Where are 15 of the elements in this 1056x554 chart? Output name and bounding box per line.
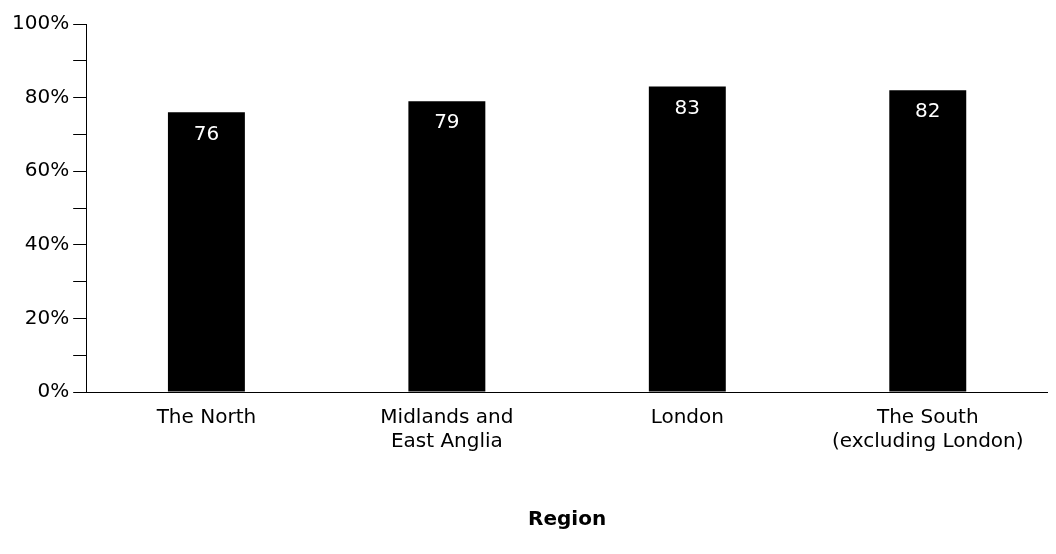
y-tick-label: 100%	[11, 10, 70, 35]
x-tick-label: Midlands and East Anglia	[380, 404, 514, 453]
data-label: 76	[193, 120, 220, 145]
x-tick-label: London	[650, 404, 724, 429]
y-tick-label: 60%	[24, 157, 70, 182]
y-tick-label: 20%	[24, 304, 70, 329]
y-tick-label: 80%	[24, 83, 70, 108]
data-label: 83	[674, 94, 701, 119]
x-axis-title: Region	[528, 506, 607, 531]
y-tick-label: 40%	[24, 231, 70, 255]
x-tick-label: The North	[155, 404, 257, 429]
data-label: 79	[434, 109, 460, 134]
y-tick-label: 0%	[37, 378, 70, 403]
data-label: 82	[915, 98, 941, 123]
x-tick-label: The South (excluding London)	[831, 404, 1024, 453]
